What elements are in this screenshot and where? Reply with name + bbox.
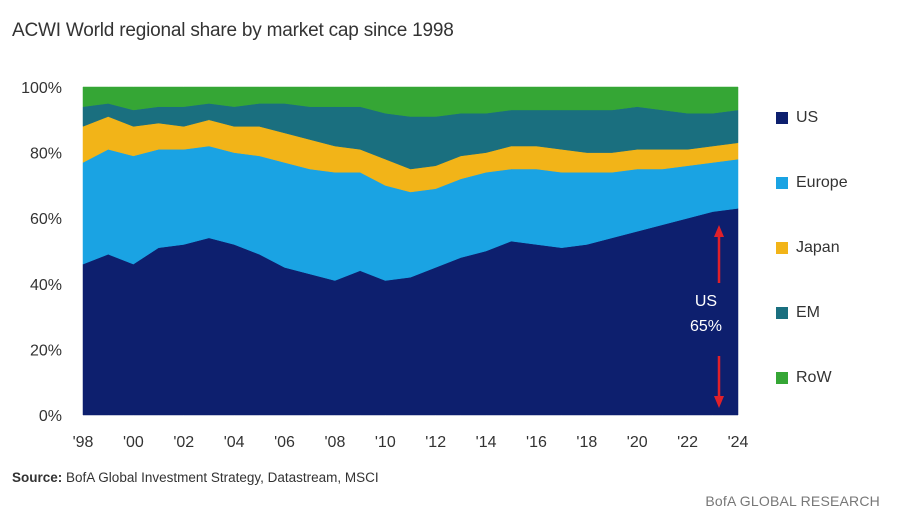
source-label: Source: xyxy=(12,470,63,485)
arrow-down-head xyxy=(714,396,724,408)
legend-swatch xyxy=(776,372,788,384)
legend-item-japan: Japan xyxy=(776,238,840,258)
legend-label: RoW xyxy=(796,369,832,386)
legend-item-europe: Europe xyxy=(776,173,848,193)
y-tick-label: 80% xyxy=(30,146,62,163)
legend-label: Japan xyxy=(796,239,840,256)
x-tick-label: '06 xyxy=(274,434,295,451)
y-tick-label: 20% xyxy=(30,342,62,359)
legend-swatch xyxy=(776,242,788,254)
legend-item-em: EM xyxy=(776,303,820,323)
x-tick-label: '98 xyxy=(73,434,94,451)
x-tick-label: '14 xyxy=(476,434,497,451)
legend-label: US xyxy=(796,109,819,126)
chart-title: ACWI World regional share by market cap … xyxy=(12,20,454,41)
x-tick-label: '12 xyxy=(425,434,446,451)
arrow-up-head xyxy=(714,225,724,237)
area-row xyxy=(82,86,739,117)
source-note: Source: BofA Global Investment Strategy,… xyxy=(12,470,379,485)
legend-swatch xyxy=(776,112,788,124)
x-tick-label: '24 xyxy=(728,434,749,451)
legend-label: EM xyxy=(796,304,820,321)
x-tick-label: '22 xyxy=(677,434,698,451)
y-tick-label: 100% xyxy=(21,80,62,97)
x-tick-label: '02 xyxy=(173,434,194,451)
x-tick-label: '20 xyxy=(627,434,648,451)
y-tick-label: 40% xyxy=(30,277,62,294)
annotation-line-2: 65% xyxy=(690,318,722,335)
x-tick-label: '18 xyxy=(576,434,597,451)
legend-swatch xyxy=(776,177,788,189)
legend-item-row: RoW xyxy=(776,368,832,388)
legend-label: Europe xyxy=(796,174,848,191)
source-text: BofA Global Investment Strategy, Datastr… xyxy=(66,470,379,485)
x-tick-label: '16 xyxy=(526,434,547,451)
legend-item-us: US xyxy=(776,108,818,128)
annotation-line-1: US xyxy=(695,293,717,310)
brand-label: BofA GLOBAL RESEARCH xyxy=(705,493,880,509)
y-tick-label: 0% xyxy=(39,408,62,425)
x-tick-label: '04 xyxy=(224,434,245,451)
x-tick-label: '10 xyxy=(375,434,396,451)
y-tick-label: 60% xyxy=(30,211,62,228)
legend-swatch xyxy=(776,307,788,319)
x-tick-label: '08 xyxy=(324,434,345,451)
x-tick-label: '00 xyxy=(123,434,144,451)
